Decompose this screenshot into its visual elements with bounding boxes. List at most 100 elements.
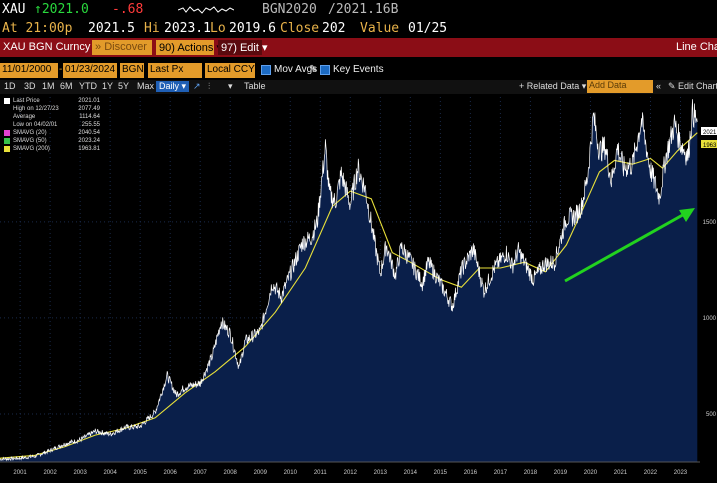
x-tick-label: 2014 [404,470,418,476]
discover-button[interactable]: » Discover [92,40,152,55]
ticker-close-label: Close [280,21,320,36]
table-button[interactable]: Table [244,81,266,91]
bar-type-icon[interactable]: ⫶ [208,81,211,91]
x-tick-label: 2017 [494,470,508,476]
sma200-tag-text: 1963 [703,143,717,149]
period-1d[interactable]: 1D [4,81,16,91]
price-chart[interactable]: 2001 2002 2003 2004 2005 2006 2007 2008 2009 2010… [0,95,717,483]
legend-label: Low on 04/02/01 [13,122,58,128]
x-tick-label: 2011 [314,470,328,476]
x-tick-label: 2023 [674,470,688,476]
chevron-icon: » [95,41,102,53]
legend-label: SMAVG (20) [13,130,47,136]
x-tick-label: 2004 [103,470,117,476]
ticker-hi: 2023.1 [164,21,211,36]
end-date-field[interactable]: 01/23/2024 [63,63,117,78]
y-tick-label: 1500 [703,220,717,226]
frequency-selector[interactable]: Daily ▾ [156,81,190,92]
period-3d[interactable]: 3D [24,81,36,91]
x-tick-label: 2009 [254,470,268,476]
price-area [0,99,698,462]
legend-label: SMAVG (200) [13,146,50,152]
legend-row: Last Price 2021.01 [4,97,100,105]
field-selector[interactable]: Last Px [148,63,202,78]
period-6m[interactable]: 6M [60,81,73,91]
legend-swatch [4,98,10,104]
legend-label: High on 12/27/23 [13,106,59,112]
source-field[interactable]: BGN [120,63,144,78]
x-tick-label: 2002 [43,470,57,476]
ticker-at-time: At 21:00p [2,21,73,36]
price-line [0,99,698,462]
pencil-icon[interactable]: ✎ [309,64,318,75]
collapse-icon[interactable]: « [656,81,662,91]
x-tick-label: 2015 [434,470,448,476]
period-1y[interactable]: 1Y [102,81,114,91]
ticker-bgn-ask: /2021.16B [328,2,399,17]
key-events-label: Key Events [333,64,384,75]
ticker-open: 2021.5 [88,21,135,36]
last-price-tag: 2021 [701,127,717,136]
start-date-field[interactable]: 11/01/2000 [0,63,58,78]
mov-avgs-label: Mov Avgs [274,64,318,75]
legend-label: Average [13,114,36,120]
legend-swatch [4,114,10,120]
ticker-lo: 2019.6 [229,21,276,36]
legend-value: 1963.81 [78,146,100,152]
mov-avgs-checkbox[interactable] [261,65,271,75]
x-tick-label: 2020 [584,470,598,476]
period-max[interactable]: Max [137,81,155,91]
ticker-close: 202 [322,21,346,36]
x-tick-label: 2008 [224,470,238,476]
period-ytd[interactable]: YTD [79,81,97,91]
edit-button[interactable]: 97) Edit ▾ [218,40,268,55]
legend-row: High on 12/27/23 2077.49 [4,105,100,113]
legend-row: SMAVG (20) 2040.54 [4,129,100,137]
parameter-row: 11/01/2000 - 01/23/2024 BGN Last Px Loca… [0,62,717,79]
ticker-lo-label: Lo [210,21,226,36]
x-tick-label: 2013 [374,470,388,476]
legend-swatch [4,106,10,112]
x-tick-label: 2012 [344,470,358,476]
type-dropdown-icon[interactable]: ▾ [228,81,233,91]
add-data-input[interactable]: Add Data [587,80,653,93]
related-data-button[interactable]: + Related Data ▾ [519,81,587,91]
legend-swatch [4,122,10,128]
ticker-bgn-bid: BGN2020 [262,2,317,17]
ticker-price: ↑2021.0 [34,2,89,17]
legend-row: Low on 04/02/01 255.55 [4,121,100,129]
period-toolbar: 1D 3D 1M 6M YTD 1Y 5Y Max Daily ▾ ↗ ⫶ ▾ … [0,80,717,94]
line-chart-icon[interactable]: ↗ [193,81,201,91]
key-events-checkbox[interactable] [320,65,330,75]
legend-value: 2023.24 [78,138,100,144]
legend-value: 1114.64 [79,114,100,120]
actions-button[interactable]: 90) Actions ▾ [156,40,222,55]
discover-label: Discover [104,41,147,53]
security-name: XAU BGN Curncy [3,41,91,53]
period-1m[interactable]: 1M [42,81,55,91]
legend-label: Last Price [13,98,40,104]
legend-swatch [4,138,10,144]
legend-value: 2077.49 [78,106,100,112]
x-tick-label: 2006 [164,470,178,476]
x-tick-label: 2019 [554,470,568,476]
sparkline-icon [177,4,235,20]
legend-value: 255.55 [81,122,100,128]
edit-chart-button[interactable]: ✎ Edit Chart [668,81,717,91]
x-tick-label: 2003 [73,470,87,476]
legend-row: SMAVG (200) 1963.81 [4,145,100,153]
period-5y[interactable]: 5Y [118,81,130,91]
date-separator: - [59,64,63,75]
legend-value: 2040.54 [78,130,100,136]
legend-swatch [4,130,10,136]
trend-arrow [564,208,695,283]
legend-label: SMAVG (50) [13,138,47,144]
currency-selector[interactable]: Local CCY [205,63,255,78]
ticker-value-label: Value [360,21,400,36]
ticker-symbol: XAU [2,2,26,17]
view-title: Line Chart [676,41,717,53]
legend-value: 2021.01 [78,98,100,104]
x-tick-label: 2018 [524,470,538,476]
last-price-tag-text: 2021 [703,130,717,136]
ticker-line-1: XAU ↑2021.0 -.68 BGN2020 /2021.16B [0,0,717,19]
